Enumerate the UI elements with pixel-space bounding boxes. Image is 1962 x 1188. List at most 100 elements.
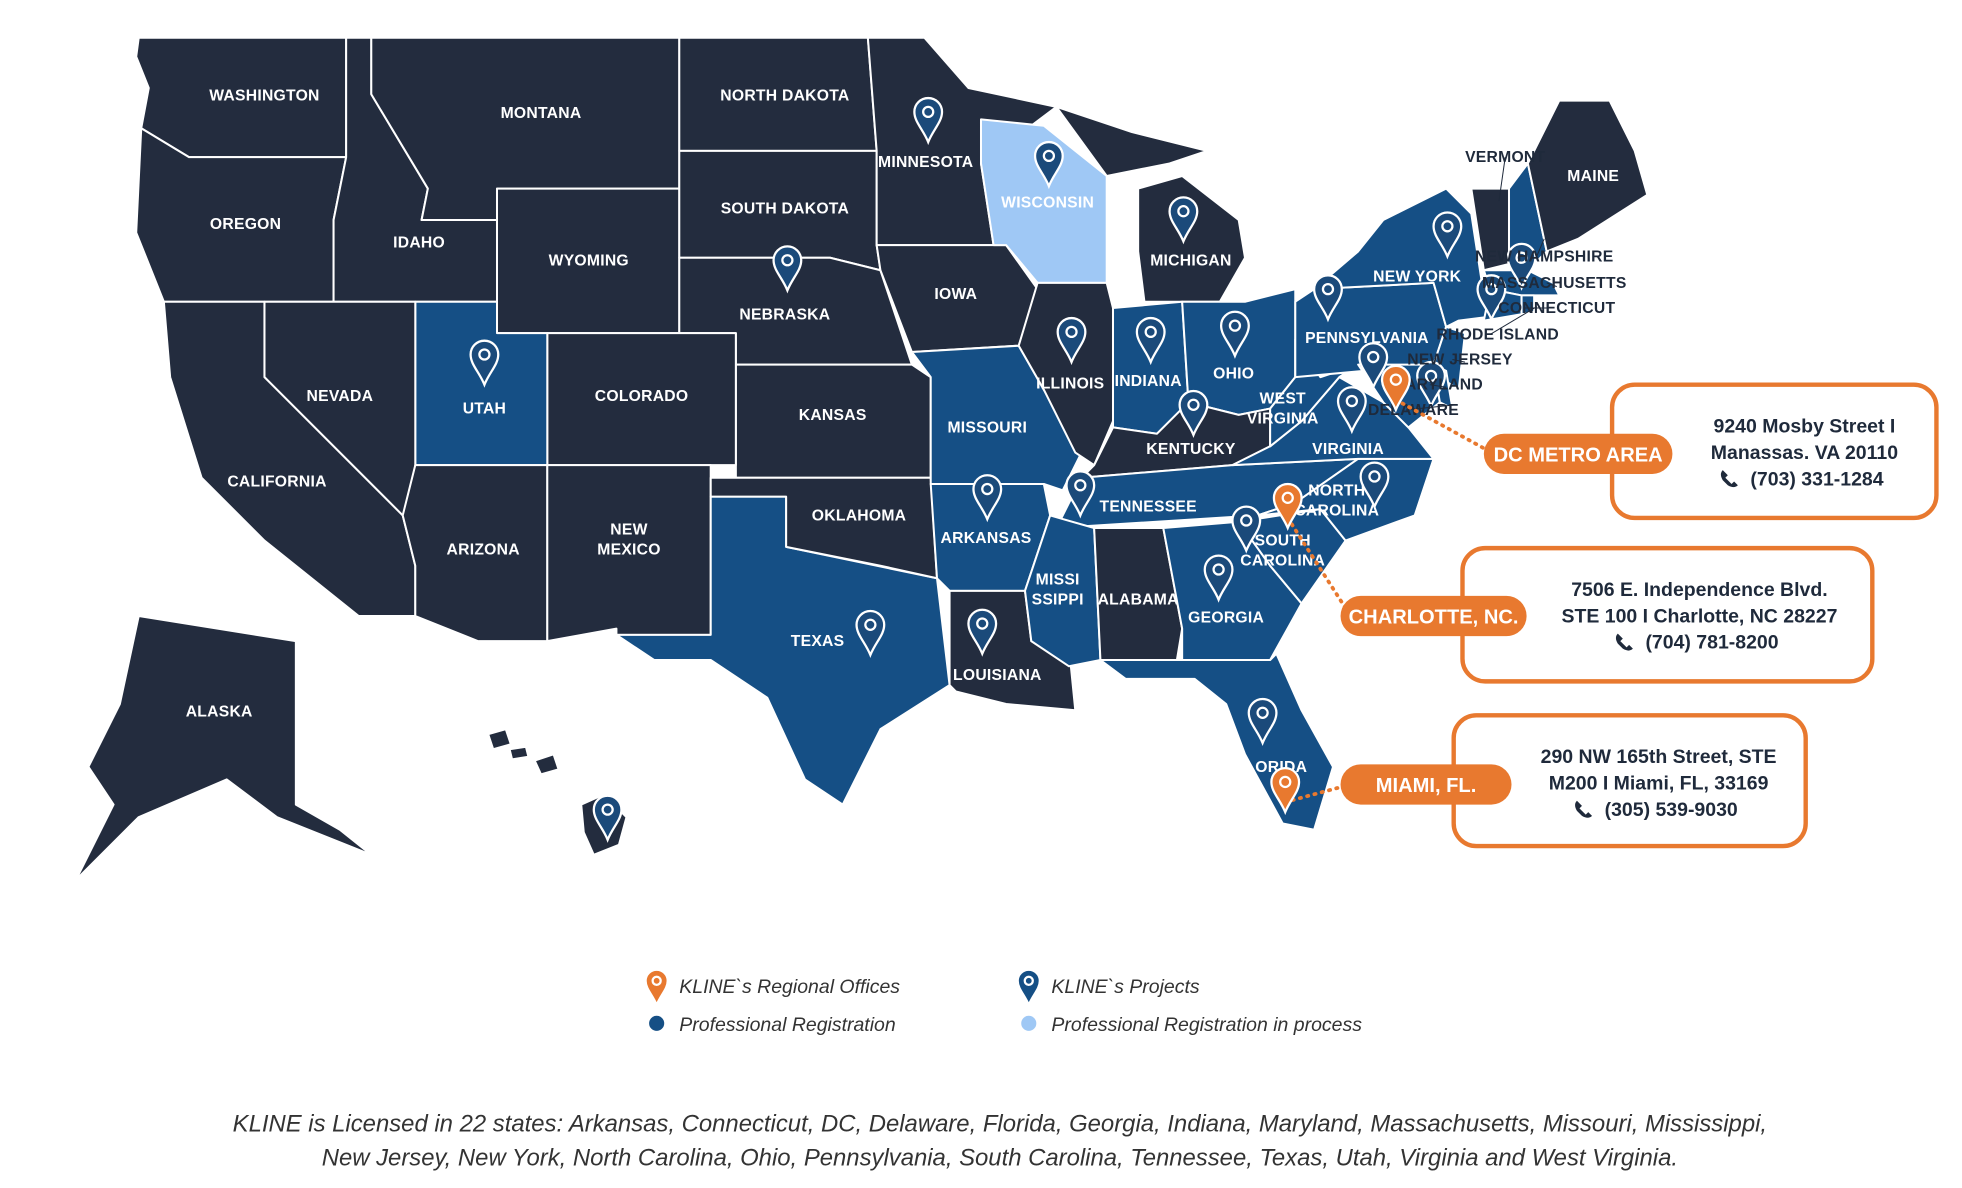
state-label-line: NEW YORK [1373,269,1462,286]
leader-line [1546,282,1557,288]
pin-dot [1345,394,1359,408]
pin [1219,310,1250,359]
state-label-line: ARIZONA [447,541,520,558]
phone-icon [1575,800,1593,818]
pin-dot [478,348,491,361]
state-label-line: WYOMING [549,252,629,269]
state-label: NORTH CAROLINA [1294,482,1379,519]
state-label-line: DELAWARE [1368,402,1459,419]
state-label: OREGON [210,216,281,233]
state-shape [533,753,560,776]
state-label: WISCONSIN [1001,194,1094,211]
pin-dot [1321,282,1335,296]
pin-dot [1368,470,1381,483]
state-label-line: NEW HAMPSHIRE [1475,248,1613,265]
pin-dot [1212,563,1225,576]
state-label: VIRGINIA [1312,441,1384,458]
state-label-line: KENTUCKY [1146,441,1236,458]
office-phone: (703) 331-1284 [1750,468,1883,490]
state-label-line: NEW [610,521,647,538]
state-label: COLORADO [595,388,689,405]
state-label-line: MASSACHUSETTS [1482,275,1627,292]
footnote-line: New Jersey, New York, North Carolina, Oh… [322,1144,1678,1171]
state-label: CALIFORNIA [227,474,326,491]
state-label-line: SOUTH DAKOTA [721,201,849,218]
state-label-line: IDAHO [393,235,445,252]
leader-line [1429,384,1447,388]
state-label-line: TENNESSEE [1100,499,1197,516]
office-name: CHARLOTTE, NC. [1349,607,1519,629]
state-label-line: ARKANSAS [941,530,1032,547]
states [74,36,1649,882]
state-shape [508,745,530,761]
state-label-line: MISSOURI [947,419,1027,436]
pin-dot [1074,479,1087,492]
pin [1168,196,1199,245]
state-label: DELAWARE [1368,402,1459,419]
state-shape [1137,174,1247,303]
state-label-line: NORTH [1308,482,1365,499]
state-label: INDIANA [1115,373,1182,390]
state-label-line: GEORGIA [1188,609,1264,626]
phone-icon [1720,470,1738,488]
pin [855,609,886,659]
pin [1416,361,1447,410]
legend-dot [1021,1015,1037,1031]
pin-dot [1144,325,1157,339]
state-label: HAWAII [641,826,698,843]
pin-dot [1187,398,1200,411]
footnote: KLINE is Licensed in 22 states: Arkansas… [233,1110,1767,1171]
pin-dot [1042,149,1056,163]
state-label-line: NEW JERSEY [1407,352,1513,369]
state-label: MINNESOTA [878,154,973,171]
state-shape [487,728,512,751]
state-label-line: MISSI [1036,572,1080,589]
state-label-line: VIRGINIA [1247,411,1319,428]
legend: KLINE`s Regional Offices KLINE`s Projects… [644,968,1362,1036]
state-label: KANSAS [799,407,867,424]
state-label: SOUTH CAROLINA [1240,533,1325,570]
state-shape [74,614,373,882]
address-line: 7506 E. Independence Blvd. [1571,579,1827,601]
state-label-line: CONNECTICUT [1498,300,1615,317]
state-label: MASSACHUSETTS [1482,275,1627,292]
pin-dot [864,618,877,631]
office-name: MIAMI, FL. [1376,775,1477,797]
pin-dot [922,105,935,119]
state-label-line: WISCONSIN [1001,194,1094,211]
office-pill [1340,595,1527,637]
state-label: TENNESSEE [1100,499,1197,516]
pins [469,97,1537,843]
state-label: WEST VIRGINIA [1247,391,1319,428]
state-label-line: VERMONT [1465,149,1545,166]
pin [1272,482,1303,532]
state-label: MAINE [1567,168,1619,185]
state-label-line: MARYLAND [1392,377,1483,394]
state-label: CONNECTICUT [1498,300,1615,317]
state-label: NEBRASKA [739,306,830,323]
pin [1432,211,1463,260]
state-label-line: CAROLINA [1240,553,1325,570]
pin-dot [1367,350,1380,364]
connector [1393,397,1496,456]
state-label-line: MONTANA [501,105,582,122]
state-label: GEORGIA [1188,609,1264,626]
pin [913,97,944,146]
state-label: MARYLAND [1392,377,1483,394]
pin-dot [981,482,994,496]
legend-label: KLINE`s Projects [1051,976,1199,998]
state-label: NORTH DAKOTA [720,88,849,105]
leader-line [1489,306,1537,335]
pin [1336,386,1367,435]
state-label: MISSOURI [947,419,1027,436]
pin-dot [1065,325,1078,339]
state-label: ILLINOIS [1036,375,1104,392]
state-label-line: PENNSYLVANIA [1305,330,1429,347]
footnote-line: KLINE is Licensed in 22 states: Arkansas… [233,1110,1767,1137]
state-label-line: INDIANA [1115,373,1182,390]
state-label-line: CALIFORNIA [227,474,326,491]
pin [1476,274,1507,323]
pin [1359,461,1390,510]
pin [644,968,669,1009]
